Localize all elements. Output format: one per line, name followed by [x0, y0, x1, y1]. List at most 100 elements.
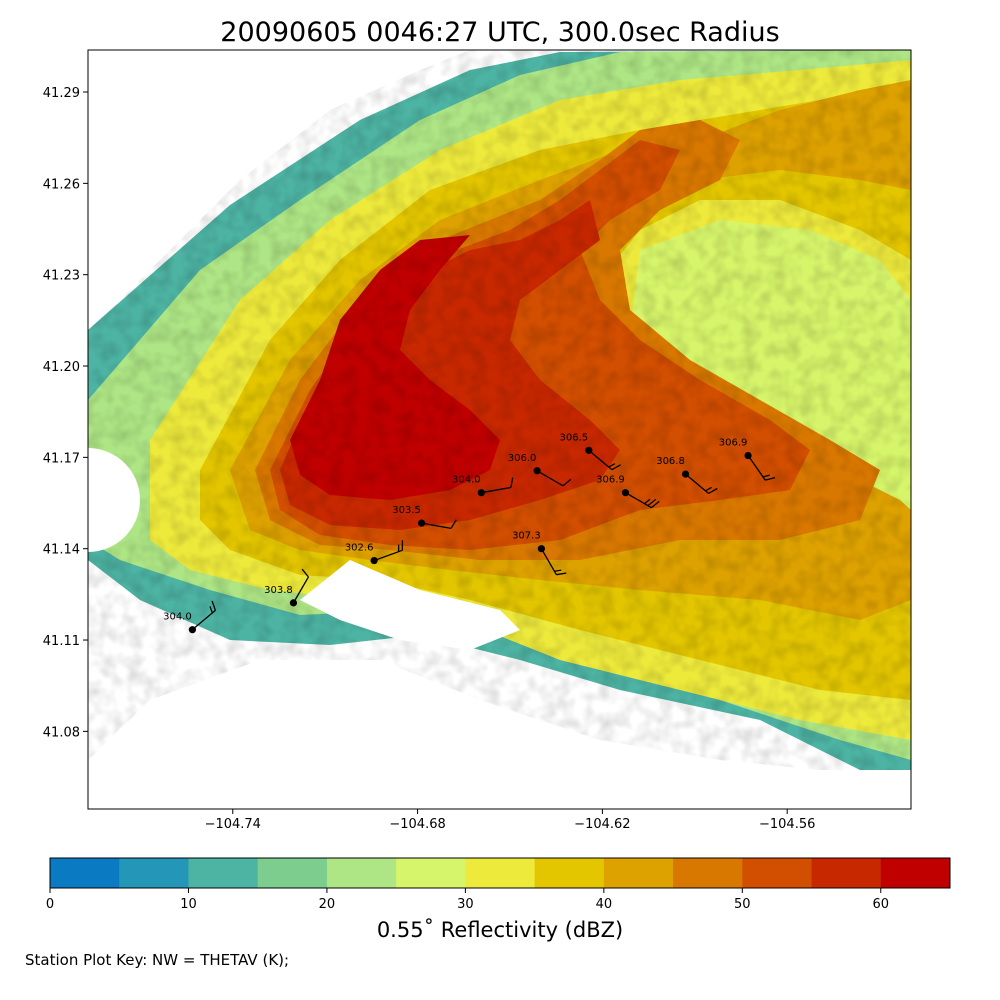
wind-barb-flag: [651, 500, 660, 509]
colorbar-swatch: [880, 858, 951, 888]
station-marker: [585, 446, 593, 454]
y-tick-label: 41.17: [43, 451, 80, 466]
station-plots: 304.0 303.8 302.6 303.5 304.0 306.0 306.5 307.3…: [163, 432, 776, 634]
station-marker: [681, 470, 690, 478]
station-plot: 303.5: [392, 505, 457, 529]
wind-barb-flag: [705, 486, 712, 492]
colorbar-tick-label: 50: [734, 897, 751, 912]
wind-barb-flag: [301, 568, 309, 578]
x-tick-label: −104.56: [759, 817, 815, 832]
y-tick-label: 41.14: [43, 543, 80, 558]
x-tick-label: −104.62: [574, 817, 630, 832]
y-tick-label: 41.08: [43, 725, 80, 740]
station-thetav-label: 302.6: [345, 543, 374, 554]
map-title: 20090605 0046:27 UTC, 300.0sec Radius: [220, 17, 779, 48]
colorbar-tick-label: 20: [319, 897, 336, 912]
station-marker: [744, 451, 752, 460]
wind-barb-staff: [373, 549, 403, 562]
colorbar-tick-label: 0: [46, 897, 54, 912]
station-plot: 304.0: [163, 600, 217, 634]
colorbar-swatch: [257, 858, 328, 888]
wind-barb-flag: [209, 606, 213, 614]
station-plot-key: Station Plot Key: NW = THETAV (K);: [25, 951, 289, 969]
colorbar-swatch: [811, 858, 882, 888]
wind-barb-staff: [747, 455, 766, 481]
station-thetav-label: 307.3: [512, 531, 541, 542]
station-marker: [533, 467, 541, 475]
wind-barb-staff: [625, 492, 652, 509]
wind-barb-staff: [191, 609, 216, 631]
wind-barb-staff: [421, 522, 452, 529]
wind-barb-flag: [765, 477, 776, 481]
colorbar-swatch: [673, 858, 743, 888]
colorbar-swatch: [396, 858, 466, 888]
no-data-wedge-north: [88, 50, 470, 330]
station-plot: 304.0: [452, 475, 514, 497]
station-plot: 306.9: [719, 438, 776, 481]
wind-barb-flag: [556, 572, 567, 576]
wind-barb-flag: [647, 498, 657, 507]
reflectivity-map: [87, 49, 912, 810]
colorbar-frame: [49, 857, 951, 889]
colorbar-swatch: [188, 858, 259, 888]
colorbar-swatch: [603, 858, 674, 888]
colorbar-tick-label: 40: [596, 897, 613, 912]
colorbar-swatch: [534, 858, 605, 888]
no-data-hole-inner: [300, 560, 520, 650]
wind-barb-staff: [685, 473, 709, 494]
plot-frame: [87, 49, 912, 810]
station-plot: 307.3: [512, 531, 567, 576]
station-marker: [188, 626, 197, 634]
wind-barb-flag: [644, 498, 651, 505]
wind-barb-staff: [292, 576, 310, 604]
station-thetav-label: 306.0: [508, 453, 537, 464]
x-axis: −104.74 −104.68 −104.62 −104.56: [205, 809, 815, 832]
station-plot: 306.5: [560, 432, 621, 471]
wind-barb-flag: [762, 474, 770, 478]
wind-barb-flag: [554, 569, 562, 572]
wind-barb-flag: [611, 464, 621, 471]
station-plot: 302.6: [345, 540, 404, 565]
wind-barb-flag: [708, 487, 718, 494]
colorbar: 0 10 20 30 40 50 60 0.55˚ Reflectivity (dBZ): [46, 857, 951, 942]
y-tick-label: 41.29: [43, 86, 80, 101]
y-tick-label: 41.20: [43, 360, 80, 375]
colorbar-swatch: [465, 858, 536, 888]
wind-barb-staff: [536, 470, 564, 487]
colorbar-tick-label: 30: [457, 897, 474, 912]
y-axis: 41.29 41.26 41.23 41.20 41.17 41.14 41.11 41.08: [43, 86, 88, 740]
wind-barb-flag: [608, 463, 616, 468]
station-marker: [477, 489, 485, 497]
radar-blind-zone: [88, 448, 140, 552]
x-tick-label: −104.68: [389, 817, 445, 832]
colorbar-ticks: 0 10 20 30 40 50 60: [46, 888, 889, 912]
colorbar-tick-label: 60: [872, 897, 889, 912]
colorbar-swatches: [50, 858, 951, 888]
y-tick-label: 41.11: [43, 634, 80, 649]
wind-barb-staff: [481, 486, 511, 494]
station-thetav-label: 303.5: [392, 505, 421, 516]
x-tick-label: −104.74: [205, 817, 261, 832]
station-marker: [370, 556, 378, 565]
station-marker: [289, 599, 298, 607]
station-thetav-label: 304.0: [163, 612, 192, 623]
wind-barb-flag: [510, 477, 514, 488]
station-thetav-label: 306.9: [596, 475, 625, 486]
colorbar-swatch: [50, 858, 120, 888]
station-thetav-label: 306.5: [560, 432, 589, 443]
station-marker: [537, 545, 545, 553]
colorbar-tick-label: 10: [180, 897, 197, 912]
colorbar-swatch: [326, 858, 397, 888]
station-thetav-label: 306.8: [656, 456, 685, 467]
station-marker: [417, 519, 426, 527]
colorbar-label: 0.55˚ Reflectivity (dBZ): [377, 918, 623, 942]
no-data-wedge-south: [88, 660, 911, 809]
station-plot: 303.8: [264, 568, 310, 607]
station-plot: 306.8: [656, 456, 718, 494]
station-plot: 306.0: [508, 453, 572, 487]
station-marker: [621, 489, 630, 497]
reflectivity-field: [88, 50, 911, 809]
y-tick-label: 41.23: [43, 269, 80, 284]
wind-barb-flag: [562, 478, 572, 487]
